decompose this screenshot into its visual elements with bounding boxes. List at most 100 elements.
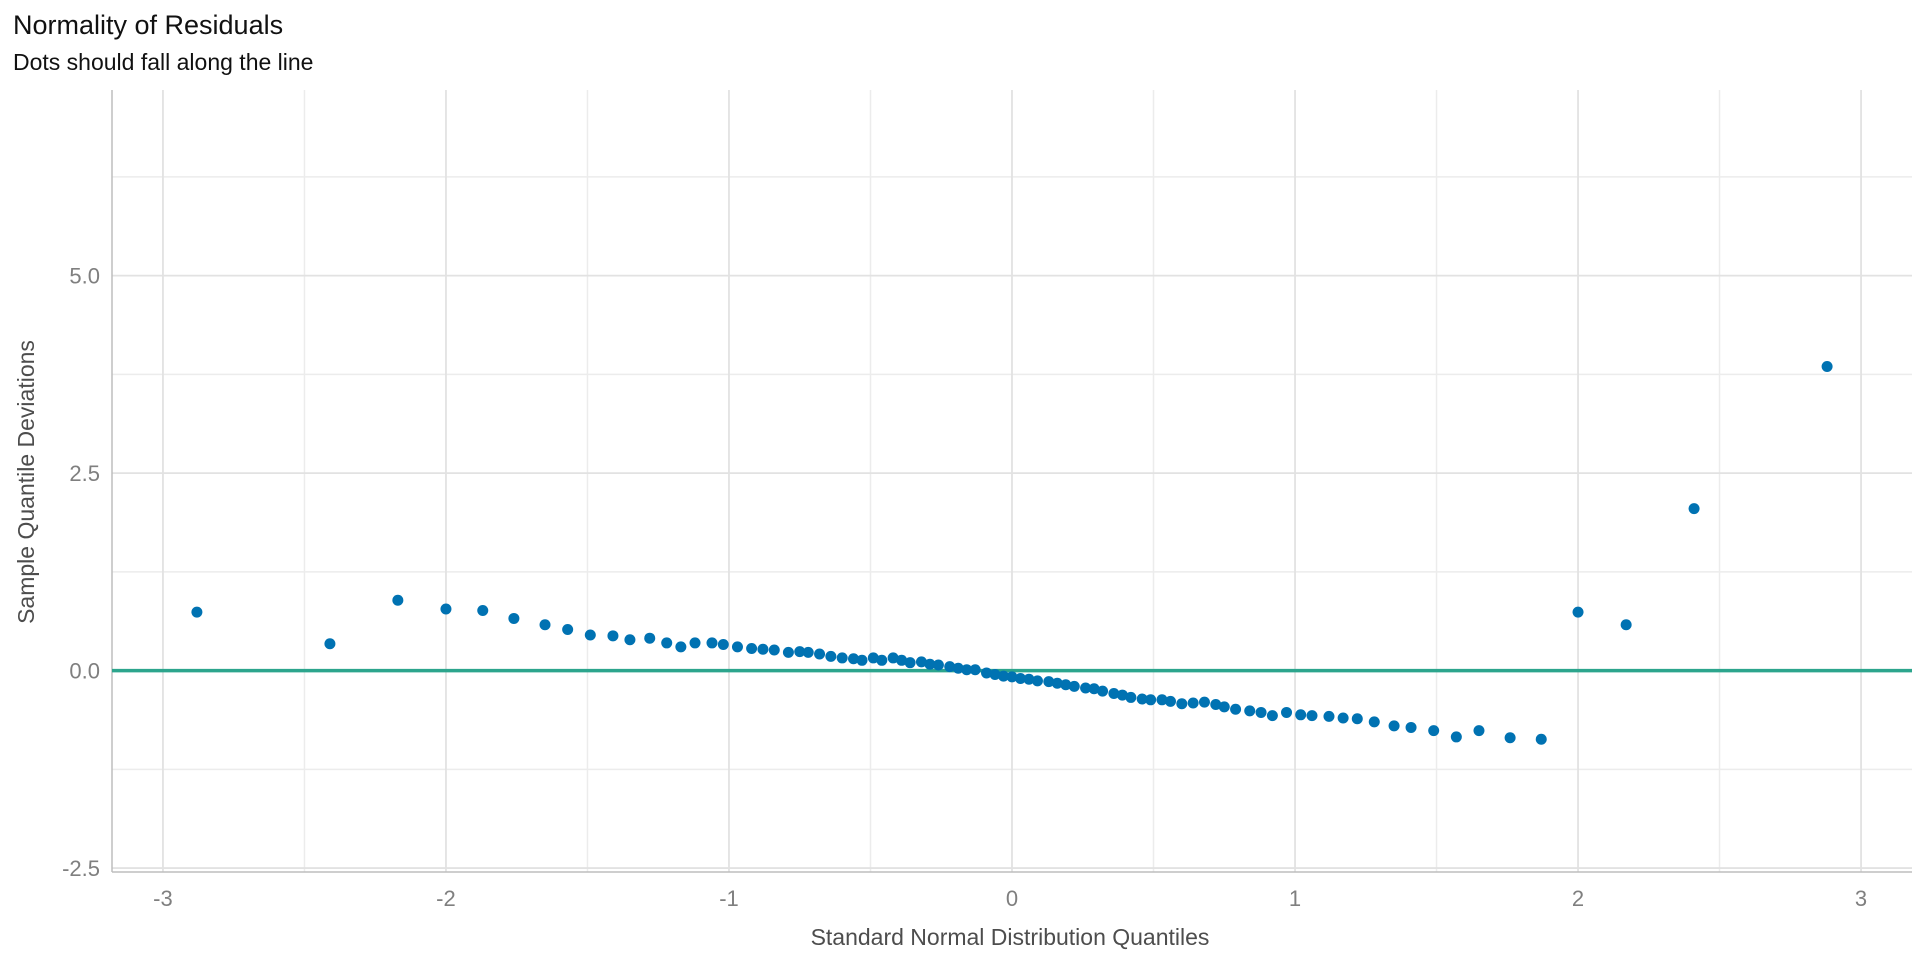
data-point [1031, 675, 1043, 687]
data-point [539, 619, 551, 631]
data-point [1306, 710, 1318, 722]
data-point [896, 654, 908, 666]
data-point [1156, 694, 1168, 706]
data-point [1504, 732, 1516, 744]
x-tick-label: 2 [1572, 886, 1584, 911]
data-point [624, 634, 636, 646]
data-point [1125, 691, 1137, 703]
data-point [1255, 706, 1267, 718]
data-point [562, 624, 574, 636]
data-point [1136, 693, 1148, 705]
data-point [856, 654, 868, 666]
data-point [1688, 503, 1700, 515]
x-tick-label: -3 [153, 886, 173, 911]
x-tick-labels: -3 -2 -1 0 1 2 3 [153, 886, 1867, 911]
data-point [1014, 672, 1026, 684]
y-axis-title: Sample Quantile Deviations [13, 340, 39, 624]
x-tick-label: 1 [1289, 886, 1301, 911]
chart-subtitle: Dots should fall along the line [13, 49, 314, 75]
data-point [904, 657, 916, 669]
x-axis-title: Standard Normal Distribution Quantiles [811, 924, 1210, 950]
data-point [1164, 695, 1176, 707]
data-point [836, 652, 848, 664]
data-point [689, 637, 701, 649]
data-point [1218, 701, 1230, 713]
data-point [969, 664, 981, 676]
data-point [717, 639, 729, 651]
data-point [731, 641, 743, 653]
y-tick-labels: -2.5 0.0 2.5 5.0 [62, 264, 100, 881]
data-point [392, 594, 404, 606]
data-point [1116, 689, 1128, 701]
data-point [1060, 679, 1072, 691]
major-gridlines [112, 90, 1912, 872]
data-point [1572, 606, 1584, 618]
y-tick-label: 2.5 [69, 461, 100, 486]
data-point [1108, 687, 1120, 699]
y-tick-label: -2.5 [62, 856, 100, 881]
data-point [1405, 721, 1417, 733]
data-point [757, 643, 769, 655]
data-point [952, 662, 964, 674]
data-point [768, 644, 780, 656]
data-point [508, 612, 520, 624]
data-point [1210, 699, 1222, 711]
data-point [915, 656, 927, 668]
data-point [1281, 706, 1293, 718]
y-tick-label: 5.0 [69, 264, 100, 289]
data-point [746, 642, 758, 654]
data-point [1450, 731, 1462, 743]
y-tick-label: 0.0 [69, 659, 100, 684]
data-point [440, 603, 452, 615]
x-tick-label: 3 [1855, 886, 1867, 911]
data-point [961, 664, 973, 676]
data-point [1043, 676, 1055, 688]
data-point [1428, 725, 1440, 737]
data-point [1051, 677, 1063, 689]
data-point [867, 652, 879, 664]
data-point [477, 605, 489, 617]
data-point [876, 654, 888, 666]
data-point [1187, 697, 1199, 709]
x-tick-label: 0 [1006, 886, 1018, 911]
data-point [802, 646, 814, 658]
data-point [1230, 703, 1242, 715]
data-point [324, 638, 336, 650]
data-point [1351, 713, 1363, 725]
data-point [1198, 696, 1210, 708]
data-point [706, 637, 718, 649]
data-point [1821, 360, 1833, 372]
data-point [944, 661, 956, 673]
data-point [1388, 720, 1400, 732]
data-point [924, 658, 936, 670]
data-point [998, 670, 1010, 682]
data-point [1244, 705, 1256, 717]
axes [111, 90, 1912, 873]
x-tick-label: -1 [719, 886, 739, 911]
data-point [1176, 698, 1188, 710]
data-point [1088, 683, 1100, 695]
data-point [825, 650, 837, 662]
data-point [607, 630, 619, 642]
data-point [661, 637, 673, 649]
data-point [1023, 673, 1035, 685]
data-point [644, 632, 656, 644]
data-point [584, 629, 596, 641]
data-point [191, 606, 203, 618]
data-point [848, 653, 860, 665]
data-point [1068, 680, 1080, 692]
data-point [1620, 619, 1632, 631]
data-point [675, 641, 687, 653]
data-point [1535, 733, 1547, 745]
data-point [932, 659, 944, 671]
data-point [1337, 712, 1349, 724]
data-point [989, 669, 1001, 681]
data-point [794, 646, 806, 658]
data-points [191, 360, 1833, 745]
data-point [782, 646, 794, 658]
chart-title: Normality of Residuals [13, 10, 284, 40]
data-point [1080, 682, 1092, 694]
data-point [1368, 716, 1380, 728]
data-point [887, 652, 899, 664]
